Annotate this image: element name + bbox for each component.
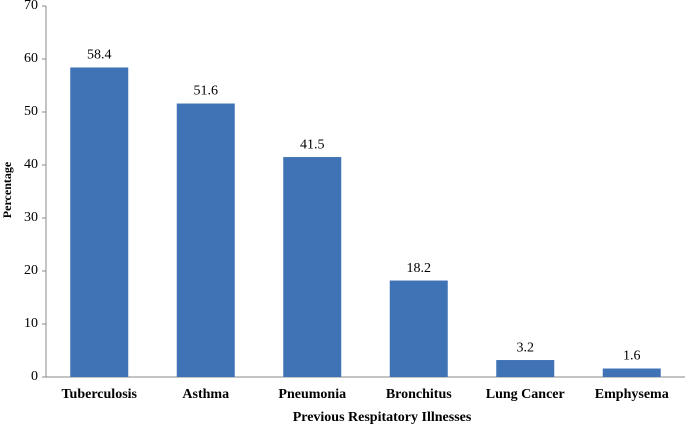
x-tick-label: Pneumonia xyxy=(278,387,346,402)
bar xyxy=(496,360,555,377)
x-axis-title: Previous Respitatory Illnesses xyxy=(293,410,472,425)
y-tick-label: 70 xyxy=(24,0,38,13)
y-tick-label: 60 xyxy=(24,51,38,66)
x-tick-label: Bronchitus xyxy=(386,387,452,402)
y-tick-label: 10 xyxy=(24,316,38,331)
x-tick-label: Tuberculosis xyxy=(62,387,138,402)
bar xyxy=(389,280,448,377)
y-tick-label: 30 xyxy=(24,210,38,225)
x-tick-label: Asthma xyxy=(182,387,229,402)
bar xyxy=(283,157,342,377)
bar xyxy=(70,67,129,377)
x-tick-label: Emphysema xyxy=(595,387,669,402)
x-tick-label: Lung Cancer xyxy=(486,387,565,402)
y-tick-label: 50 xyxy=(24,104,38,119)
y-axis-title: Percentage xyxy=(0,161,14,218)
bar xyxy=(602,368,661,377)
y-tick-label: 20 xyxy=(24,263,38,278)
y-tick-label: 40 xyxy=(24,157,38,172)
data-label: 51.6 xyxy=(194,84,219,99)
y-tick-label: 0 xyxy=(31,369,38,384)
data-label: 58.4 xyxy=(87,48,112,63)
data-label: 1.6 xyxy=(623,349,641,364)
data-label: 18.2 xyxy=(407,261,432,276)
data-label: 3.2 xyxy=(517,340,535,355)
data-label: 41.5 xyxy=(300,137,325,152)
bar xyxy=(176,103,235,378)
